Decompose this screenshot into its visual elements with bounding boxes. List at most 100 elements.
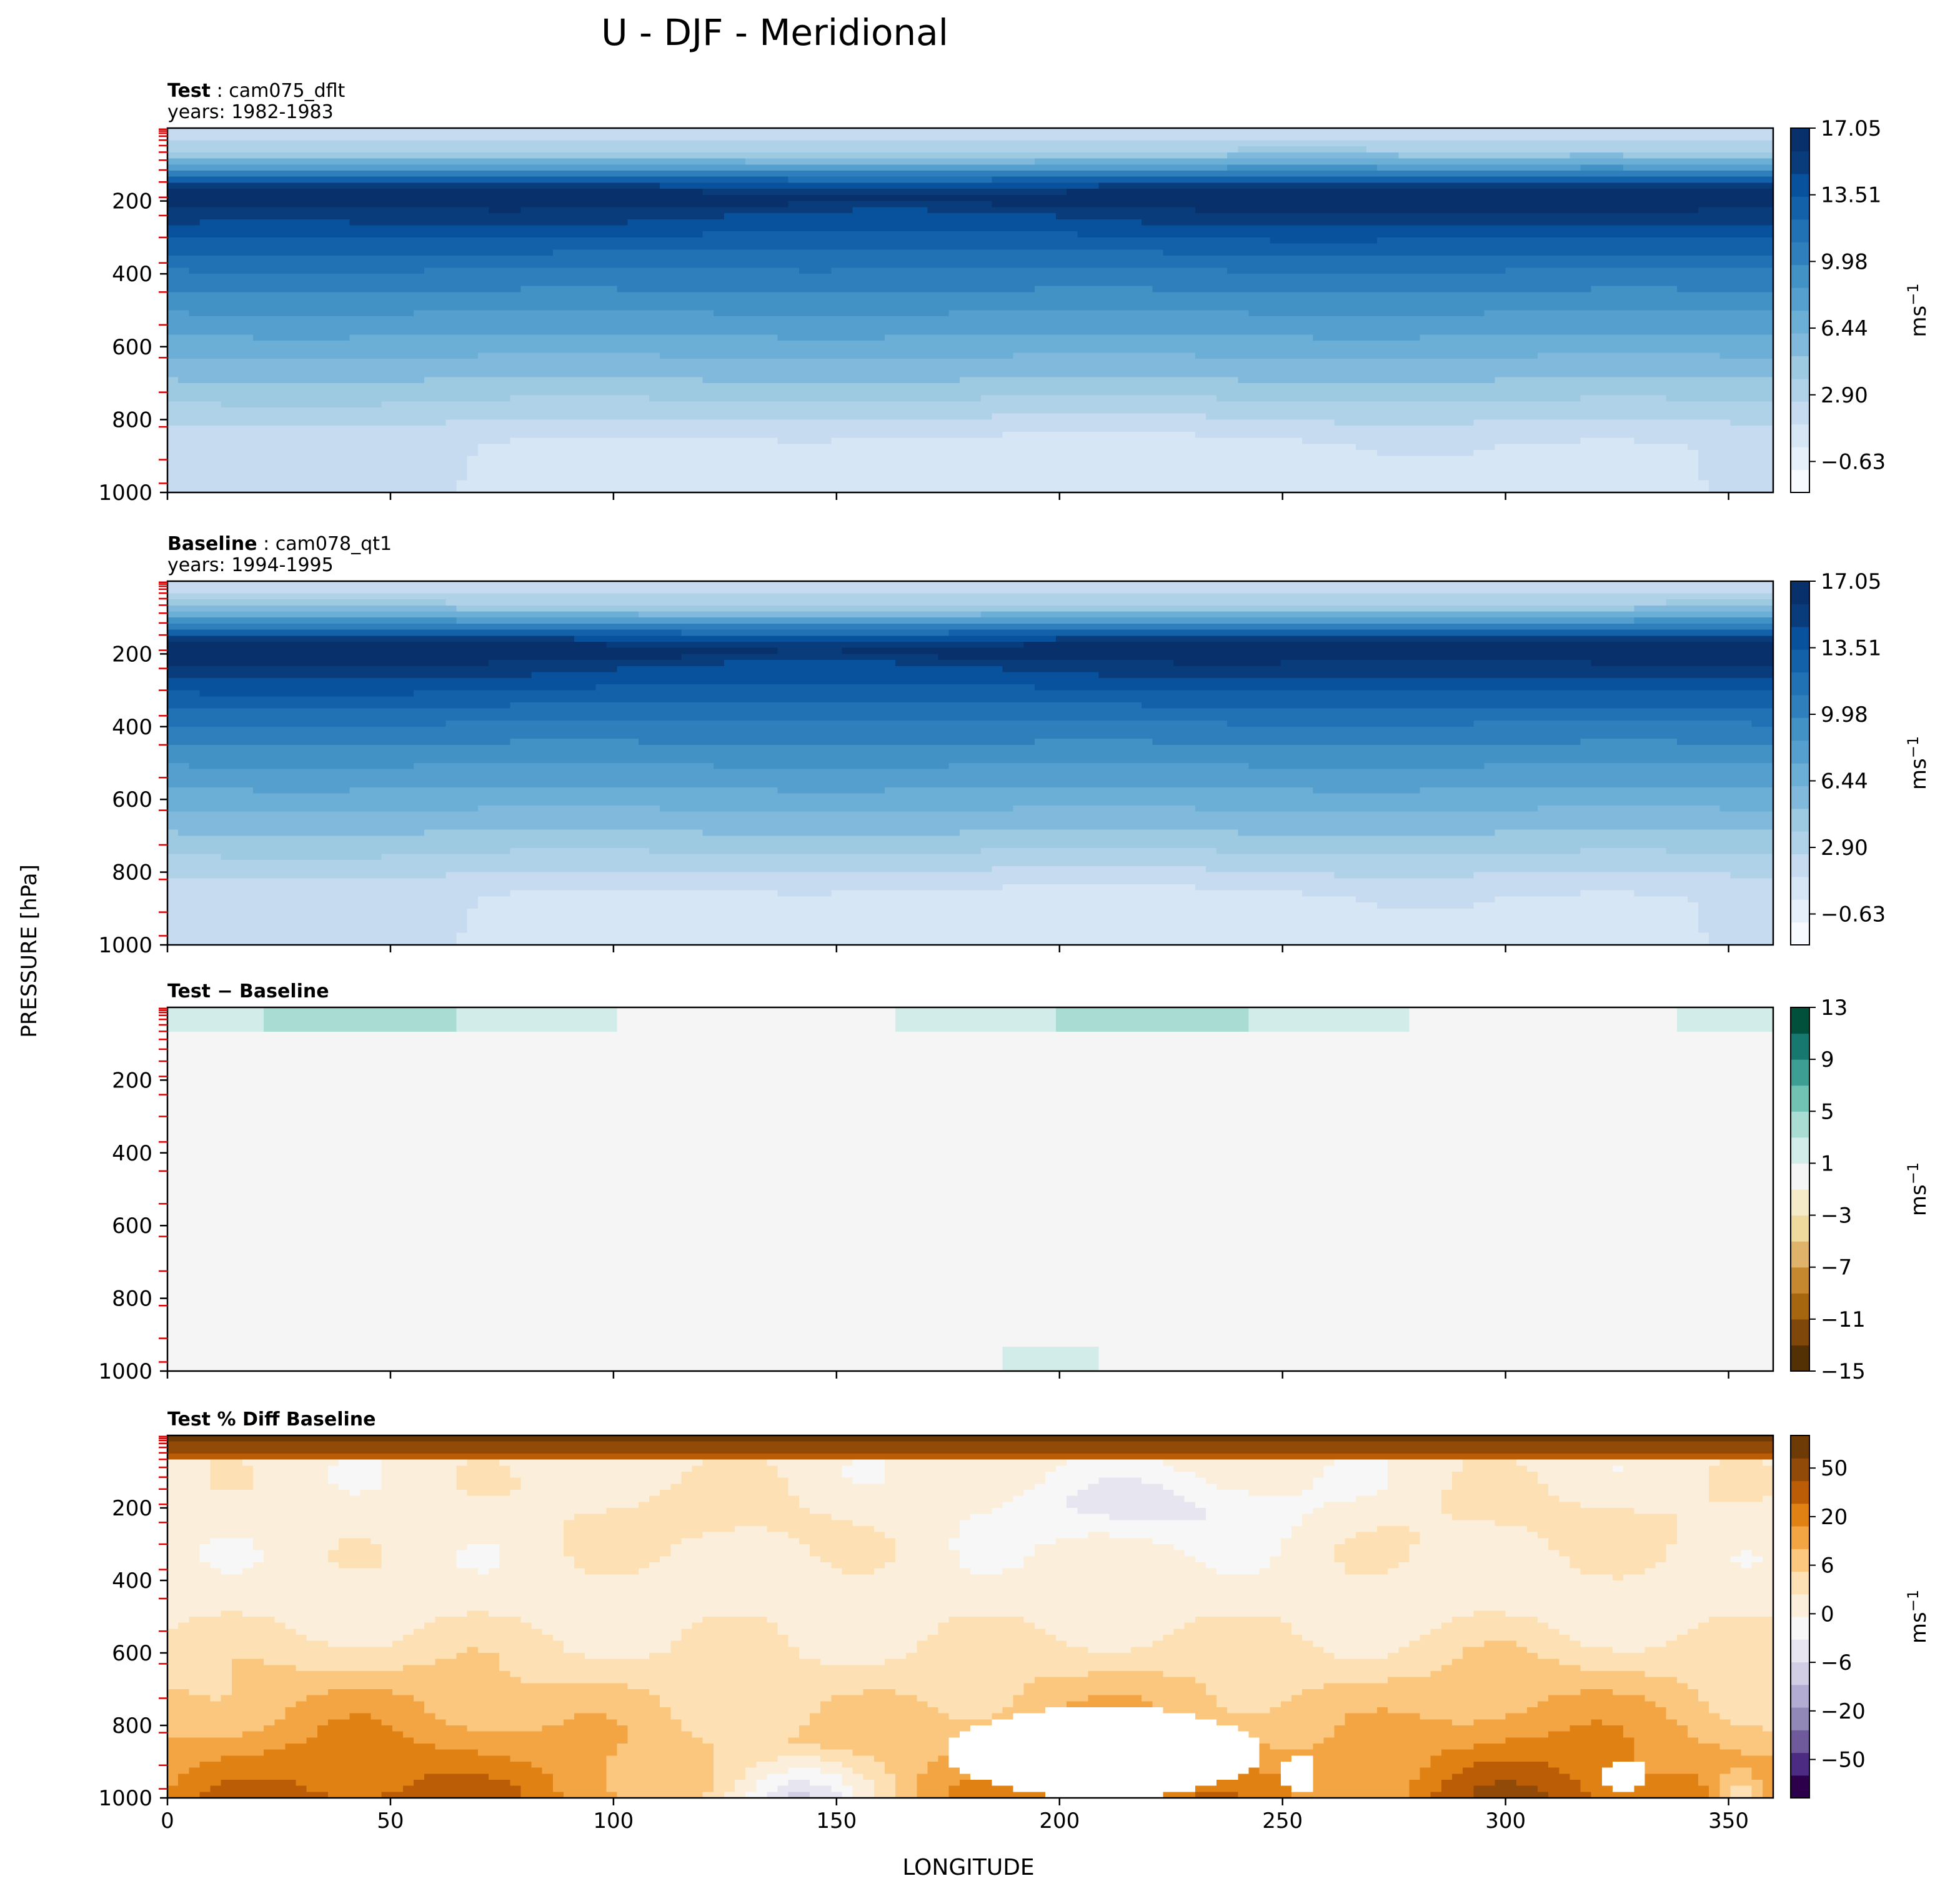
field-cell xyxy=(1366,316,1378,323)
field-cell xyxy=(1538,171,1549,177)
field-cell xyxy=(756,146,768,153)
field-cell xyxy=(1056,213,1067,220)
field-cell xyxy=(948,316,960,323)
field-cell xyxy=(296,298,307,305)
field-cell xyxy=(1463,146,1474,153)
field-cell xyxy=(499,243,510,250)
field-cell xyxy=(1601,194,1613,202)
field-cell xyxy=(1377,261,1388,269)
field-cell xyxy=(627,182,639,189)
field-cell xyxy=(884,140,896,147)
field-cell xyxy=(1238,274,1250,281)
field-cell xyxy=(1666,176,1678,184)
field-cell xyxy=(660,243,671,250)
field-cell xyxy=(1067,171,1078,177)
field-cell xyxy=(414,213,425,220)
field-cell xyxy=(1291,298,1303,305)
field-cell xyxy=(574,152,585,159)
field-cell xyxy=(1173,274,1185,281)
field-cell xyxy=(1238,140,1250,147)
field-cell xyxy=(970,298,982,305)
field-cell xyxy=(660,256,671,262)
field-cell xyxy=(1644,267,1656,274)
field-cell xyxy=(381,286,393,292)
field-cell xyxy=(424,292,435,299)
field-cell xyxy=(798,219,810,226)
field-cell xyxy=(221,164,232,171)
field-cell xyxy=(306,322,318,329)
field-cell xyxy=(670,316,682,323)
field-cell xyxy=(756,158,768,165)
field-cell xyxy=(767,158,779,165)
field-cell xyxy=(1569,225,1581,232)
field-cell xyxy=(1077,243,1089,250)
field-cell xyxy=(1366,146,1378,153)
field-cell xyxy=(349,316,361,323)
field-cell xyxy=(1644,152,1656,159)
field-cell xyxy=(381,298,393,305)
field-cell xyxy=(1526,279,1538,287)
field-cell xyxy=(1034,128,1046,135)
field-cell xyxy=(1056,274,1067,281)
field-cell xyxy=(1291,249,1303,256)
field-cell xyxy=(1088,292,1100,299)
field-cell xyxy=(253,182,264,189)
field-cell xyxy=(1120,207,1132,214)
field-cell xyxy=(1698,286,1709,292)
field-cell xyxy=(1195,279,1206,287)
field-cell xyxy=(1559,237,1571,244)
field-cell xyxy=(777,213,789,220)
field-cell xyxy=(777,171,789,177)
field-cell xyxy=(981,152,992,159)
field-cell xyxy=(306,189,318,196)
field-cell xyxy=(1430,158,1442,165)
field-cell xyxy=(831,261,842,269)
field-cell xyxy=(692,316,704,323)
field-cell xyxy=(402,249,414,256)
field-cell xyxy=(1591,134,1603,141)
field-cell xyxy=(1655,256,1667,262)
field-cell xyxy=(520,286,532,292)
field-cell xyxy=(1270,164,1281,171)
field-cell xyxy=(970,134,982,141)
field-cell xyxy=(306,207,318,214)
field-cell xyxy=(1323,237,1335,244)
field-cell xyxy=(595,316,607,323)
field-cell xyxy=(1730,322,1742,329)
field-cell xyxy=(992,298,1003,305)
field-cell xyxy=(467,322,479,329)
field-cell xyxy=(917,267,928,274)
field-cell xyxy=(681,322,693,329)
field-cell xyxy=(199,304,211,311)
field-cell xyxy=(1152,152,1163,159)
field-cell xyxy=(1291,225,1303,232)
field-cell xyxy=(1002,146,1014,153)
field-cell xyxy=(1131,286,1142,292)
panel-header: Test : cam075_dflt xyxy=(167,80,346,102)
field-cell xyxy=(1323,261,1335,269)
field-cell xyxy=(981,182,992,189)
field-cell xyxy=(467,152,479,159)
field-cell xyxy=(510,176,521,184)
field-cell xyxy=(392,231,404,238)
field-cell xyxy=(1751,176,1763,184)
field-cell xyxy=(798,279,810,287)
field-cell xyxy=(948,182,960,189)
field-cell xyxy=(938,225,950,232)
field-cell xyxy=(467,164,479,171)
field-cell xyxy=(873,298,885,305)
field-cell xyxy=(199,328,211,335)
field-cell xyxy=(1559,274,1571,281)
field-cell xyxy=(296,279,307,287)
field-cell xyxy=(296,267,307,274)
field-cell xyxy=(1601,176,1613,184)
field-cell xyxy=(1034,225,1046,232)
field-cell xyxy=(167,328,179,335)
field-cell xyxy=(1580,237,1592,244)
field-cell xyxy=(788,171,800,177)
field-cell xyxy=(1388,128,1399,135)
field-cell xyxy=(810,261,821,269)
field-cell xyxy=(649,158,660,165)
field-cell xyxy=(1463,164,1474,171)
field-cell xyxy=(1741,256,1753,262)
